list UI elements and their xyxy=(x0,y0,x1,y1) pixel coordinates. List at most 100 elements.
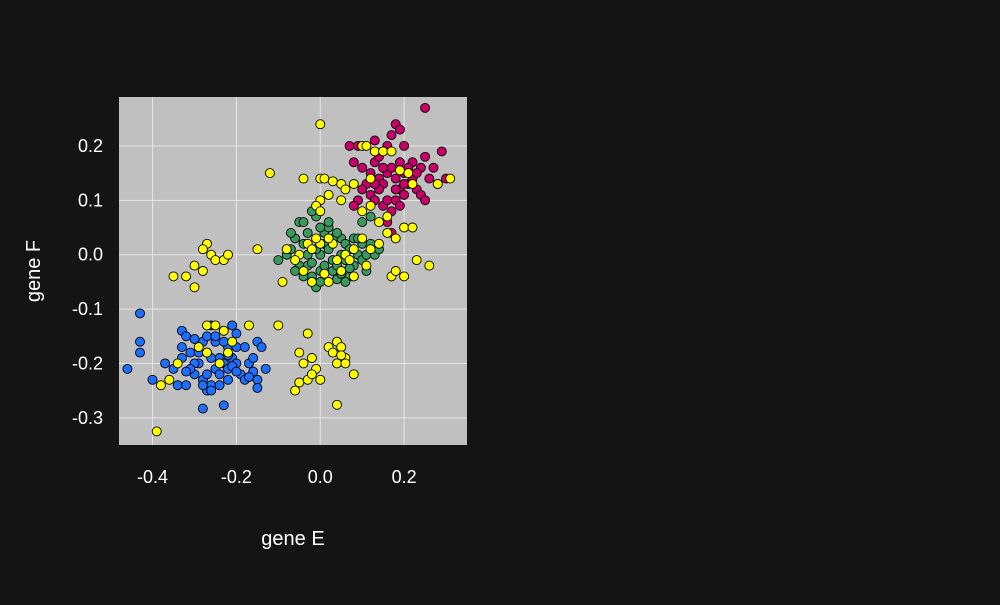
data-point-s3-65 xyxy=(181,271,192,282)
data-point-s3-76 xyxy=(244,320,254,331)
data-point-s3-16 xyxy=(445,173,456,184)
data-point-s3-85 xyxy=(306,353,317,363)
data-point-s3-20 xyxy=(315,206,326,217)
data-point-s2-50 xyxy=(378,162,389,173)
data-point-s0-4 xyxy=(147,374,158,385)
data-point-s3-1 xyxy=(264,168,275,179)
data-point-s2-5 xyxy=(386,130,397,141)
data-point-s3-13 xyxy=(403,168,414,179)
data-point-s3-51 xyxy=(361,260,372,271)
data-point-s2-1 xyxy=(344,140,355,151)
data-point-s2-42 xyxy=(399,189,410,200)
data-point-s3-36 xyxy=(336,266,347,276)
data-point-s3-23 xyxy=(365,200,376,211)
data-point-s3-95 xyxy=(336,342,347,353)
data-point-s3-99 xyxy=(348,369,359,380)
data-point-s3-90 xyxy=(306,369,317,380)
data-point-s3-17 xyxy=(323,189,334,200)
data-point-s3-26 xyxy=(382,227,393,238)
data-point-s1-41 xyxy=(315,222,326,233)
data-point-s3-32 xyxy=(357,233,368,244)
data-point-s3-28 xyxy=(407,222,418,233)
y-axis-title: gene F xyxy=(23,240,45,302)
data-point-s3-82 xyxy=(302,328,313,339)
data-point-s1-12 xyxy=(315,276,326,287)
data-point-s0-1 xyxy=(135,336,145,347)
y-tick-label: 0.0 xyxy=(78,245,103,265)
data-point-s3-91 xyxy=(315,374,326,385)
data-point-s0-8 xyxy=(181,331,192,342)
y-tick-label: -0.2 xyxy=(72,353,103,373)
data-point-s0-45 xyxy=(218,400,229,411)
data-point-s0-11 xyxy=(185,347,196,358)
data-point-s0-38 xyxy=(248,353,259,363)
data-point-s1-50 xyxy=(319,260,330,271)
data-point-s3-11 xyxy=(378,146,389,157)
data-point-s3-103 xyxy=(319,268,330,279)
data-point-s0-44 xyxy=(197,403,208,414)
data-point-s0-62 xyxy=(231,366,242,377)
data-point-s3-25 xyxy=(382,211,393,222)
data-point-s2-53 xyxy=(390,184,401,195)
x-tick-label: -0.4 xyxy=(137,467,168,487)
data-point-s3-35 xyxy=(332,255,342,266)
data-point-s1-57 xyxy=(306,257,317,268)
data-point-s1-5 xyxy=(298,217,309,228)
data-point-s0-60 xyxy=(197,380,208,391)
data-point-s2-49 xyxy=(411,168,422,179)
data-point-s3-6 xyxy=(340,184,351,195)
data-point-s0-64 xyxy=(239,342,250,353)
data-point-s1-37 xyxy=(357,217,368,228)
data-point-s2-18 xyxy=(357,162,368,173)
data-point-s3-97 xyxy=(332,358,342,369)
data-point-s3-88 xyxy=(294,377,305,388)
data-point-s0-9 xyxy=(176,342,187,353)
data-point-s0-5 xyxy=(160,358,171,369)
data-point-s2-47 xyxy=(357,184,368,195)
y-tick-label: 0.2 xyxy=(78,136,103,156)
data-point-s3-77 xyxy=(273,320,284,331)
data-point-s0-42 xyxy=(252,382,263,393)
data-point-s3-47 xyxy=(277,276,288,287)
data-point-s2-24 xyxy=(386,162,397,173)
data-point-s3-78 xyxy=(172,358,183,369)
data-point-s3-24 xyxy=(374,217,384,228)
data-point-s3-98 xyxy=(340,358,351,369)
data-point-s0-40 xyxy=(256,342,267,353)
data-point-s3-107 xyxy=(327,176,338,187)
data-point-s1-59 xyxy=(344,263,355,274)
data-point-s2-54 xyxy=(394,157,405,168)
data-point-s3-46 xyxy=(252,244,263,255)
data-point-s3-69 xyxy=(210,320,221,331)
data-point-s1-38 xyxy=(365,211,376,222)
data-point-s3-53 xyxy=(390,266,401,276)
data-point-s2-32 xyxy=(420,195,431,206)
data-point-s3-54 xyxy=(399,271,410,282)
data-point-s3-105 xyxy=(365,173,376,184)
data-point-s3-27 xyxy=(399,222,410,233)
data-point-s3-106 xyxy=(394,165,405,176)
y-tick-label: -0.1 xyxy=(72,299,103,319)
data-point-s3-66 xyxy=(168,271,179,282)
data-point-s3-100 xyxy=(336,350,347,361)
data-point-s3-33 xyxy=(348,244,359,255)
data-point-s3-64 xyxy=(197,266,208,276)
y-axis-ticks: -0.3 -0.2 -0.1 0.0 0.1 0.2 xyxy=(72,136,103,428)
data-point-s1-47 xyxy=(340,276,351,287)
data-point-s3-44 xyxy=(290,255,301,266)
data-point-s0-51 xyxy=(223,374,233,385)
data-point-s2-8 xyxy=(399,140,410,151)
data-point-s2-55 xyxy=(399,179,410,189)
data-point-s2-17 xyxy=(348,157,359,168)
data-point-s3-31 xyxy=(365,244,376,255)
x-axis-ticks: -0.4 -0.2 0.0 0.2 xyxy=(137,467,417,487)
data-point-s3-14 xyxy=(407,179,418,189)
data-points xyxy=(122,102,456,437)
data-point-s2-11 xyxy=(420,151,431,162)
data-point-s3-83 xyxy=(294,347,305,358)
x-tick-label: -0.2 xyxy=(221,467,252,487)
data-point-s0-55 xyxy=(231,328,242,339)
data-point-s3-104 xyxy=(298,266,309,276)
data-point-s2-46 xyxy=(348,200,359,211)
data-point-s3-49 xyxy=(323,276,334,287)
